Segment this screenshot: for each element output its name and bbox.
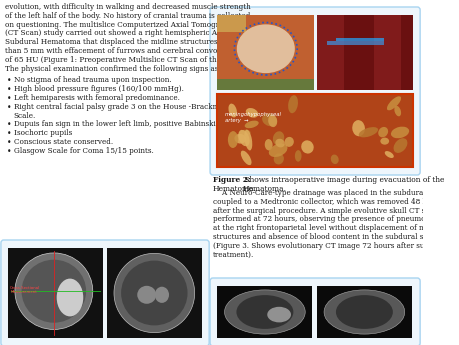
Ellipse shape [274, 153, 284, 165]
Ellipse shape [155, 287, 169, 303]
Text: treatment).: treatment). [213, 250, 254, 259]
Text: Glasgow Scale for Coma 15/15 points.: Glasgow Scale for Coma 15/15 points. [14, 147, 154, 155]
Ellipse shape [378, 127, 388, 137]
Text: High blood pressure figures (160/100 mmHg).: High blood pressure figures (160/100 mmH… [14, 85, 184, 93]
Ellipse shape [228, 131, 238, 148]
Bar [326, 41, 384, 45]
Bar [336, 38, 384, 41]
Ellipse shape [246, 108, 258, 118]
Text: on questioning. The multislice Computerized Axial Tomography: on questioning. The multislice Computeri… [5, 21, 236, 29]
Ellipse shape [391, 127, 409, 138]
Text: (CT Scan) study carried out showed a right hemispheric Acute: (CT Scan) study carried out showed a rig… [5, 29, 233, 37]
Text: Scale.: Scale. [14, 111, 36, 120]
Text: The physical examination confirmed the following signs as positive:: The physical examination confirmed the f… [5, 65, 251, 72]
Text: •: • [7, 103, 12, 112]
Text: Left hemiparesis with femoral predominance.: Left hemiparesis with femoral predominan… [14, 94, 179, 102]
Text: evolution, with difficulty in walking and decreased muscle strength: evolution, with difficulty in walking an… [5, 3, 250, 11]
Bar [346, 15, 373, 90]
Ellipse shape [331, 155, 339, 164]
Ellipse shape [114, 253, 195, 333]
Ellipse shape [235, 134, 246, 144]
Text: A Neuro-Care-type drainage was placed in the subdural space: A Neuro-Care-type drainage was placed in… [213, 189, 448, 197]
Bar [8, 248, 103, 338]
Ellipse shape [238, 130, 250, 146]
Text: No stigma of head trauma upon inspection.: No stigma of head trauma upon inspection… [14, 76, 172, 85]
Bar [218, 94, 413, 167]
Bar [218, 79, 314, 90]
Ellipse shape [22, 260, 86, 323]
Ellipse shape [229, 104, 237, 117]
Ellipse shape [241, 151, 252, 165]
Ellipse shape [262, 114, 277, 126]
Bar [375, 15, 401, 90]
Ellipse shape [244, 129, 252, 150]
Text: structures and absence of blood content in the subdural space.: structures and absence of blood content … [213, 233, 443, 241]
Text: •: • [7, 138, 12, 147]
Ellipse shape [236, 295, 293, 329]
Text: Right central facial palsy grade 3 on the House -Brackman: Right central facial palsy grade 3 on th… [14, 103, 228, 111]
Ellipse shape [265, 139, 273, 150]
Text: Isochoric pupils: Isochoric pupils [14, 129, 72, 137]
Ellipse shape [394, 106, 401, 116]
Text: Figure 2:: Figure 2: [213, 176, 251, 184]
Bar [317, 286, 412, 338]
Ellipse shape [224, 290, 305, 334]
Text: Hematoma.: Hematoma. [213, 185, 257, 193]
Bar [317, 15, 344, 90]
Ellipse shape [268, 115, 277, 127]
Ellipse shape [245, 121, 259, 128]
Ellipse shape [336, 295, 393, 329]
Text: •: • [7, 85, 12, 94]
Bar [218, 15, 246, 31]
Text: of 65 HU (Figure 1: Preoperative Multislice CT Scan of the skull) .: of 65 HU (Figure 1: Preoperative Multisl… [5, 56, 247, 64]
Ellipse shape [285, 137, 294, 147]
Bar [218, 286, 312, 338]
Ellipse shape [295, 150, 302, 162]
Ellipse shape [275, 139, 285, 147]
Text: of the left half of the body. No history of cranial trauma is collected: of the left half of the body. No history… [5, 12, 250, 20]
Ellipse shape [269, 144, 287, 157]
Bar [218, 94, 413, 167]
Ellipse shape [301, 140, 313, 154]
FancyBboxPatch shape [1, 240, 209, 345]
Ellipse shape [237, 24, 295, 73]
Ellipse shape [273, 131, 284, 145]
FancyBboxPatch shape [210, 278, 420, 345]
Text: •: • [7, 120, 12, 129]
Text: performed at 72 hours, observing the presence of pneumocephalus: performed at 72 hours, observing the pre… [213, 215, 458, 224]
Ellipse shape [385, 151, 394, 158]
Ellipse shape [352, 120, 365, 136]
Ellipse shape [57, 279, 83, 316]
Text: •: • [7, 76, 12, 86]
Text: meningohypophyseal
artery  →: meningohypophyseal artery → [225, 112, 282, 123]
Ellipse shape [239, 130, 251, 136]
Text: than 5 mm with effacement of furrows and cerebral convolutions: than 5 mm with effacement of furrows and… [5, 47, 242, 55]
Bar [107, 248, 202, 338]
Ellipse shape [358, 127, 378, 137]
Ellipse shape [137, 286, 156, 304]
Text: •: • [7, 94, 12, 103]
FancyBboxPatch shape [210, 7, 420, 175]
Bar [317, 15, 413, 90]
Text: at the right frontoparietal level without displacement of midline: at the right frontoparietal level withou… [213, 224, 446, 232]
Ellipse shape [324, 290, 405, 334]
Ellipse shape [267, 307, 291, 322]
Text: •: • [7, 147, 12, 156]
Text: coupled to a Medtronic collector, which was removed 48 hours: coupled to a Medtronic collector, which … [213, 198, 443, 206]
Ellipse shape [381, 138, 389, 145]
Text: (Figure 3. Shows evolutionary CT image 72 hours after surgical: (Figure 3. Shows evolutionary CT image 7… [213, 242, 445, 250]
Text: Shows intraoperative image during evacuation of the Hematoma.: Shows intraoperative image during evacua… [242, 176, 445, 193]
Text: Cross-Sectional
Measurement: Cross-Sectional Measurement [10, 286, 40, 294]
Text: Conscious state conserved.: Conscious state conserved. [14, 138, 113, 146]
Ellipse shape [387, 96, 401, 110]
Ellipse shape [121, 260, 188, 325]
Text: Subdural Hematoma that displaced the midline structures by more: Subdural Hematoma that displaced the mid… [5, 38, 249, 46]
Bar [218, 15, 314, 90]
Ellipse shape [15, 253, 93, 329]
Ellipse shape [393, 138, 408, 153]
Text: Dupuis fan sign in the lower left limb, positive Babinski.: Dupuis fan sign in the lower left limb, … [14, 120, 218, 128]
Text: •: • [7, 129, 12, 138]
Ellipse shape [288, 95, 298, 113]
Text: after the surgical procedure. A simple evolutive skull CT scan was: after the surgical procedure. A simple e… [213, 207, 454, 215]
